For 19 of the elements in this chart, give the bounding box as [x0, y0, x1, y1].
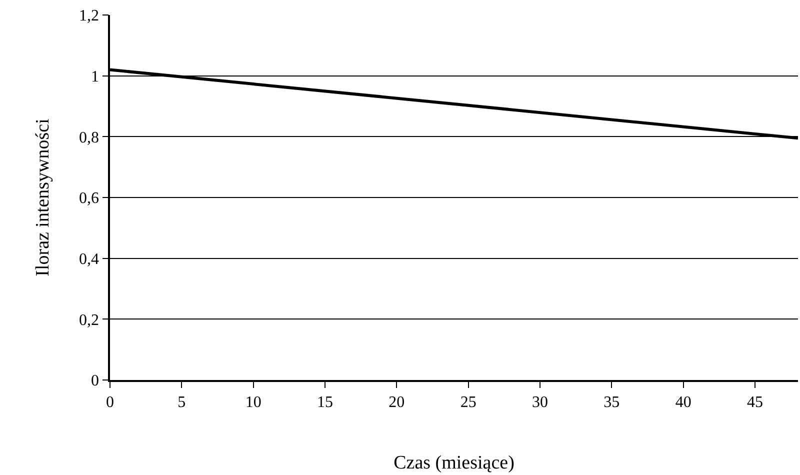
y-tick-label: 0,6	[79, 190, 100, 208]
y-tick-label: 0	[91, 372, 100, 390]
x-tick-label: 25	[460, 394, 476, 411]
y-tick-label: 0,2	[79, 312, 100, 329]
y-tick-label: 1,2	[79, 8, 100, 25]
x-tick-label: 5	[178, 394, 186, 411]
x-tick-label: 10	[245, 394, 262, 411]
y-tick-label: 1	[91, 68, 100, 86]
x-axis-title: Czas (miesiące)	[394, 452, 514, 474]
x-tick-label: 40	[675, 394, 692, 411]
y-axis-title: Iloraz intensywności	[32, 118, 54, 276]
x-tick-label: 45	[747, 394, 763, 411]
x-tick-label: 30	[532, 394, 548, 411]
x-tick-label: 20	[388, 394, 405, 411]
x-tick-label: 35	[604, 394, 620, 411]
x-tick-label: 0	[106, 394, 114, 411]
x-tick-label: 15	[317, 394, 333, 411]
y-tick-label: 0,8	[79, 129, 100, 146]
y-tick-label: 0,4	[79, 250, 100, 268]
